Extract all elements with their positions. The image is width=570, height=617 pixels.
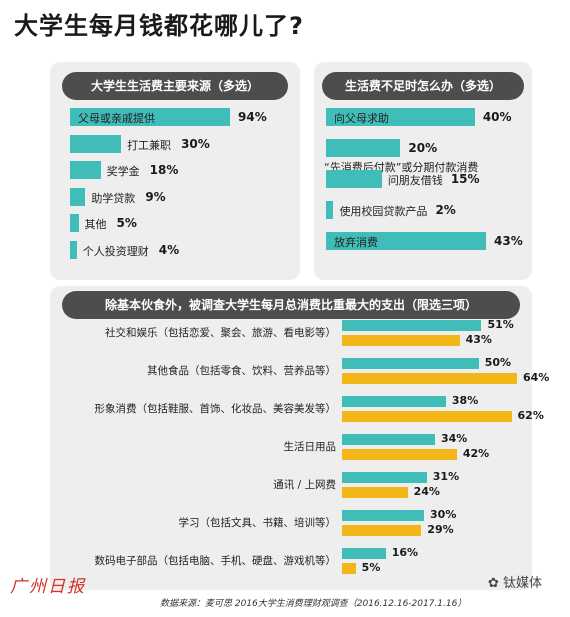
spending-bar-value: 42% (462, 447, 490, 460)
spending-bar-value: 51% (487, 318, 514, 331)
spending-category-label: 形象消费（包括鞋服、首饰、化妆品、美容美发等） (94, 403, 337, 415)
shortfall-bar-value: 20% (408, 141, 438, 155)
spending-category-label: 生活日用品 (283, 441, 337, 453)
spending-bar-gold (342, 373, 517, 384)
shortfall-bar-label: 使用校园贷款产品 (339, 205, 428, 218)
income-bar-value: 4% (158, 242, 180, 257)
spending-bar-value: 30% (430, 508, 457, 521)
income-bar (70, 134, 122, 153)
spending-category-label: 其他食品（包括零食、饮料、营养品等） (147, 365, 336, 377)
shortfall-bar-value: 43% (494, 234, 523, 248)
spending-bar-teal (342, 548, 386, 559)
chart2-title: 生活费不足时怎么办（多选） (322, 72, 524, 100)
media-watermark: ✿ 钛媒体 (488, 576, 543, 591)
shortfall-bar-value: 2% (435, 203, 456, 217)
spending-bar-gold (342, 487, 408, 498)
spending-bar-teal (342, 358, 479, 369)
spending-bar-value: 31% (432, 470, 460, 483)
chart1-title: 大学生生活费主要来源（多选） (62, 72, 288, 100)
spending-bar-value: 24% (413, 485, 440, 498)
spending-bar-teal (342, 510, 425, 521)
spending-bar-teal (342, 320, 482, 331)
spending-bar-gold (342, 563, 356, 574)
shortfall-bar-value: 40% (482, 110, 512, 124)
media-watermark-label: 钛媒体 (503, 576, 543, 591)
spending-bar-value: 38% (451, 394, 479, 407)
shortfall-bar (326, 170, 382, 188)
income-bar (70, 187, 86, 206)
shortfall-bar (326, 108, 475, 126)
income-bar (70, 214, 79, 232)
income-bar-label: 父母或亲戚提供 (78, 112, 155, 125)
spending-bar-teal (342, 472, 427, 483)
income-bar (70, 240, 77, 259)
spending-bar-value: 29% (427, 523, 454, 536)
spending-bar-value: 64% (523, 371, 550, 384)
income-bar-label: 助学贷款 (91, 191, 136, 205)
income-bar-value: 18% (149, 163, 179, 177)
income-bar-label: 打工兼职 (127, 138, 172, 152)
income-bar-value: 30% (181, 136, 210, 151)
shortfall-bar-label: 向父母求助 (334, 112, 389, 125)
spending-bar-value: 16% (391, 546, 419, 559)
spending-category-label: 通讯 / 上网费 (273, 479, 336, 491)
income-bar-value: 9% (145, 189, 166, 204)
shortfall-bar (326, 232, 486, 250)
spending-bar-value: 43% (465, 333, 492, 346)
spending-bar-value: 50% (484, 356, 512, 369)
income-bar-label: 其他 (84, 218, 107, 231)
shortfall-bar-value: 15% (450, 172, 480, 186)
shortfall-bar-label: 问朋友借钱 (387, 174, 443, 187)
income-bar-value: 5% (116, 216, 137, 230)
spending-bar-value: 62% (517, 409, 544, 422)
chart3-title: 除基本伙食外，被调查大学生每月总消费比重最大的支出（限选三项） (62, 291, 520, 319)
spending-bar-value: 5% (361, 561, 381, 574)
spending-category-label: 数码电子部品（包括电脑、手机、硬盘、游戏机等） (94, 555, 337, 567)
spending-bar-gold (342, 411, 512, 422)
data-source: 数据来源：麦可思 2016大学生消费理财观调查（2016.12.16-2017.… (160, 599, 467, 609)
income-bar-label: 奖学金 (106, 165, 140, 178)
income-bar-label: 个人投资理财 (82, 244, 149, 258)
shortfall-bar-label: 放弃消费 (334, 236, 378, 249)
spending-bar-gold (342, 525, 422, 536)
shortfall-bar (326, 201, 334, 219)
spending-category-label: 社交和娱乐（包括恋爱、聚会、旅游、看电影等） (105, 327, 336, 339)
newspaper-logo: 广州日报 (10, 577, 86, 597)
page-title: 大学生每月钱都花哪儿了? (14, 12, 304, 40)
shortfall-bar (326, 139, 401, 157)
income-bar-value: 94% (238, 110, 267, 124)
spending-bar-teal (342, 396, 446, 407)
spending-bar-value: 34% (440, 432, 468, 445)
spending-bar-gold (342, 449, 457, 460)
income-bar (70, 161, 101, 179)
spending-bar-teal (342, 434, 435, 445)
income-bar (70, 108, 230, 126)
spending-category-label: 学习（包括文具、书籍、培训等） (178, 517, 337, 529)
spending-bar-gold (342, 335, 460, 346)
